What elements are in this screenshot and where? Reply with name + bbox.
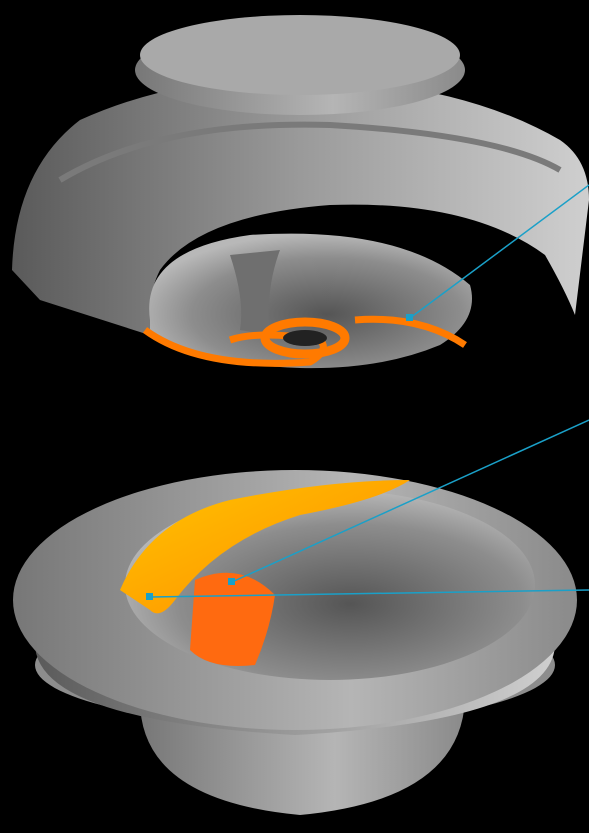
callout-lines (146, 184, 589, 600)
impeller-top (12, 15, 589, 369)
impeller-bottom (13, 470, 577, 815)
